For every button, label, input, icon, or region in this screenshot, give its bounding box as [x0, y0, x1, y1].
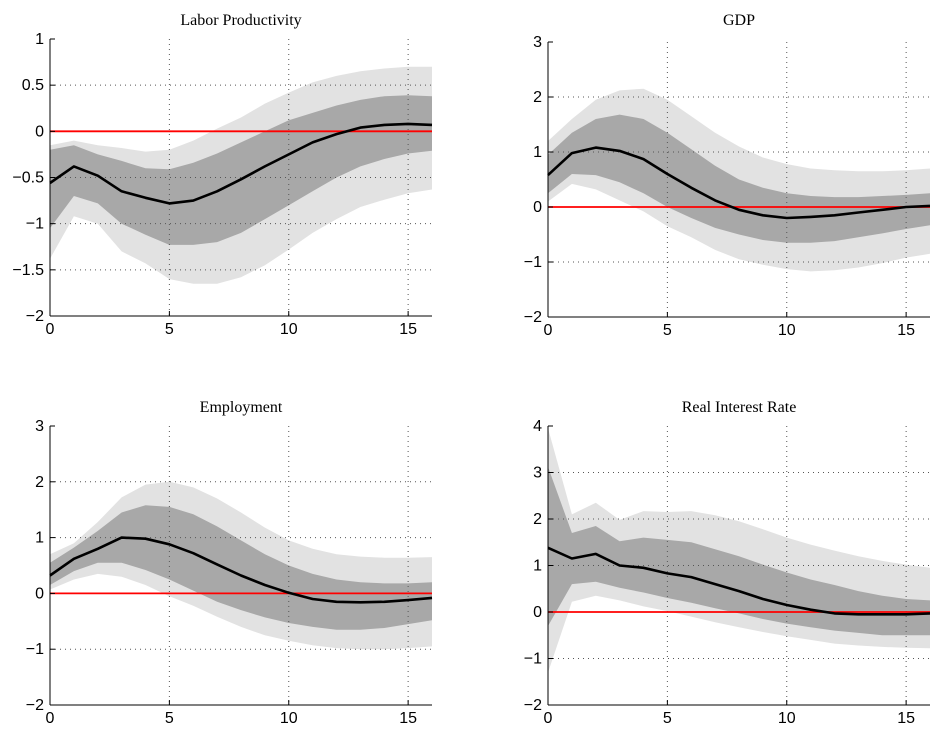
panel-title: Real Interest Rate: [682, 399, 797, 416]
x-tick-label: 15: [897, 322, 915, 339]
y-tick-label: −2: [26, 697, 44, 714]
y-tick-label: 0: [533, 604, 542, 621]
median-response-line: [547, 546, 930, 616]
x-tick-label: 0: [46, 710, 55, 727]
inner-band: [548, 114, 930, 243]
inner-band: [50, 505, 432, 630]
panel-labor-productivity: Labor Productivity 0 5 10 15 −2−1.5−1−0.500…: [12, 12, 433, 338]
y-tick-label: 2: [533, 511, 542, 528]
y-tick-label: 0: [533, 199, 542, 216]
x-tick-label: 15: [399, 321, 417, 338]
median-response-line: [49, 122, 433, 205]
x-axis-ticks: 0 5 10 15: [46, 700, 417, 727]
y-tick-label: 0: [35, 585, 44, 602]
x-axis-ticks: 0 5 10 15: [544, 700, 915, 727]
y-tick-label: 1: [35, 31, 44, 48]
median-line: [547, 146, 930, 220]
axes-frame: [49, 426, 432, 706]
panel-title: Employment: [200, 399, 283, 416]
x-tick-label: 10: [280, 321, 298, 338]
inner-band: [50, 95, 432, 245]
y-tick-label: 0.5: [22, 77, 44, 94]
y-tick-label: 3: [533, 465, 542, 482]
y-tick-label: −2: [524, 697, 542, 714]
inner-band-area: [50, 505, 432, 630]
y-tick-label: −1: [524, 254, 542, 271]
y-tick-label: 3: [35, 418, 44, 435]
panel-gdp: GDP 0 5 10 15 −2 −1 0 1 2 3: [524, 12, 930, 339]
x-axis-ticks: 0 5 10 15: [544, 312, 915, 339]
y-tick-label: −0.5: [12, 170, 44, 187]
y-tick-label: −2: [524, 309, 542, 326]
y-tick-label: −1: [26, 641, 44, 658]
inner-band-area: [548, 114, 930, 243]
x-tick-label: 0: [544, 322, 553, 339]
median-line: [547, 546, 930, 616]
x-axis-ticks: 0 5 10 15: [46, 311, 417, 338]
x-tick-label: 5: [165, 321, 174, 338]
median-response-line: [547, 146, 930, 220]
y-tick-label: −1.5: [12, 262, 44, 279]
x-tick-label: 5: [663, 322, 672, 339]
panel-real-interest-rate: Real Interest Rate 0 5 10 15 −2 −1 0 1 2 3 4: [524, 399, 930, 727]
x-tick-label: 5: [663, 710, 672, 727]
x-tick-label: 15: [897, 710, 915, 727]
y-tick-label: −1: [524, 651, 542, 668]
y-tick-label: 1: [35, 530, 44, 547]
median-line: [49, 536, 433, 604]
y-tick-label: 0: [35, 123, 44, 140]
y-axis-ticks: −2 −1 0 1 2 3: [26, 418, 55, 714]
y-tick-label: 2: [533, 89, 542, 106]
inner-band-area: [548, 466, 930, 636]
panel-employment: Employment 0 5 10 15 −2 −1 0 1 2 3: [26, 399, 433, 727]
inner-band-area: [50, 95, 432, 245]
x-tick-label: 5: [165, 710, 174, 727]
x-tick-label: 0: [544, 710, 553, 727]
y-tick-label: 2: [35, 474, 44, 491]
y-tick-label: 4: [533, 418, 542, 435]
median-line: [49, 122, 433, 205]
median-response-line: [49, 536, 433, 604]
y-tick-label: 1: [533, 144, 542, 161]
x-tick-label: 10: [778, 710, 796, 727]
y-axis-ticks: −2 −1 0 1 2 3: [524, 34, 553, 326]
y-tick-label: −1: [26, 216, 44, 233]
y-axis-ticks: −2 −1.5 −1 −0.5 0 0.5 1: [12, 31, 55, 325]
panel-title: GDP: [723, 12, 755, 29]
x-tick-label: 10: [280, 710, 298, 727]
x-tick-label: 15: [399, 710, 417, 727]
x-tick-label: 0: [46, 321, 55, 338]
y-axis-ticks: −2 −1 0 1 2 3 4: [524, 418, 553, 714]
y-tick-label: 3: [533, 34, 542, 51]
panel-title: Labor Productivity: [180, 12, 301, 29]
inner-band: [548, 466, 930, 636]
y-tick-label: 1: [533, 558, 542, 575]
axes-frame: [547, 42, 930, 318]
x-tick-label: 10: [778, 322, 796, 339]
y-tick-label: −2: [26, 308, 44, 325]
